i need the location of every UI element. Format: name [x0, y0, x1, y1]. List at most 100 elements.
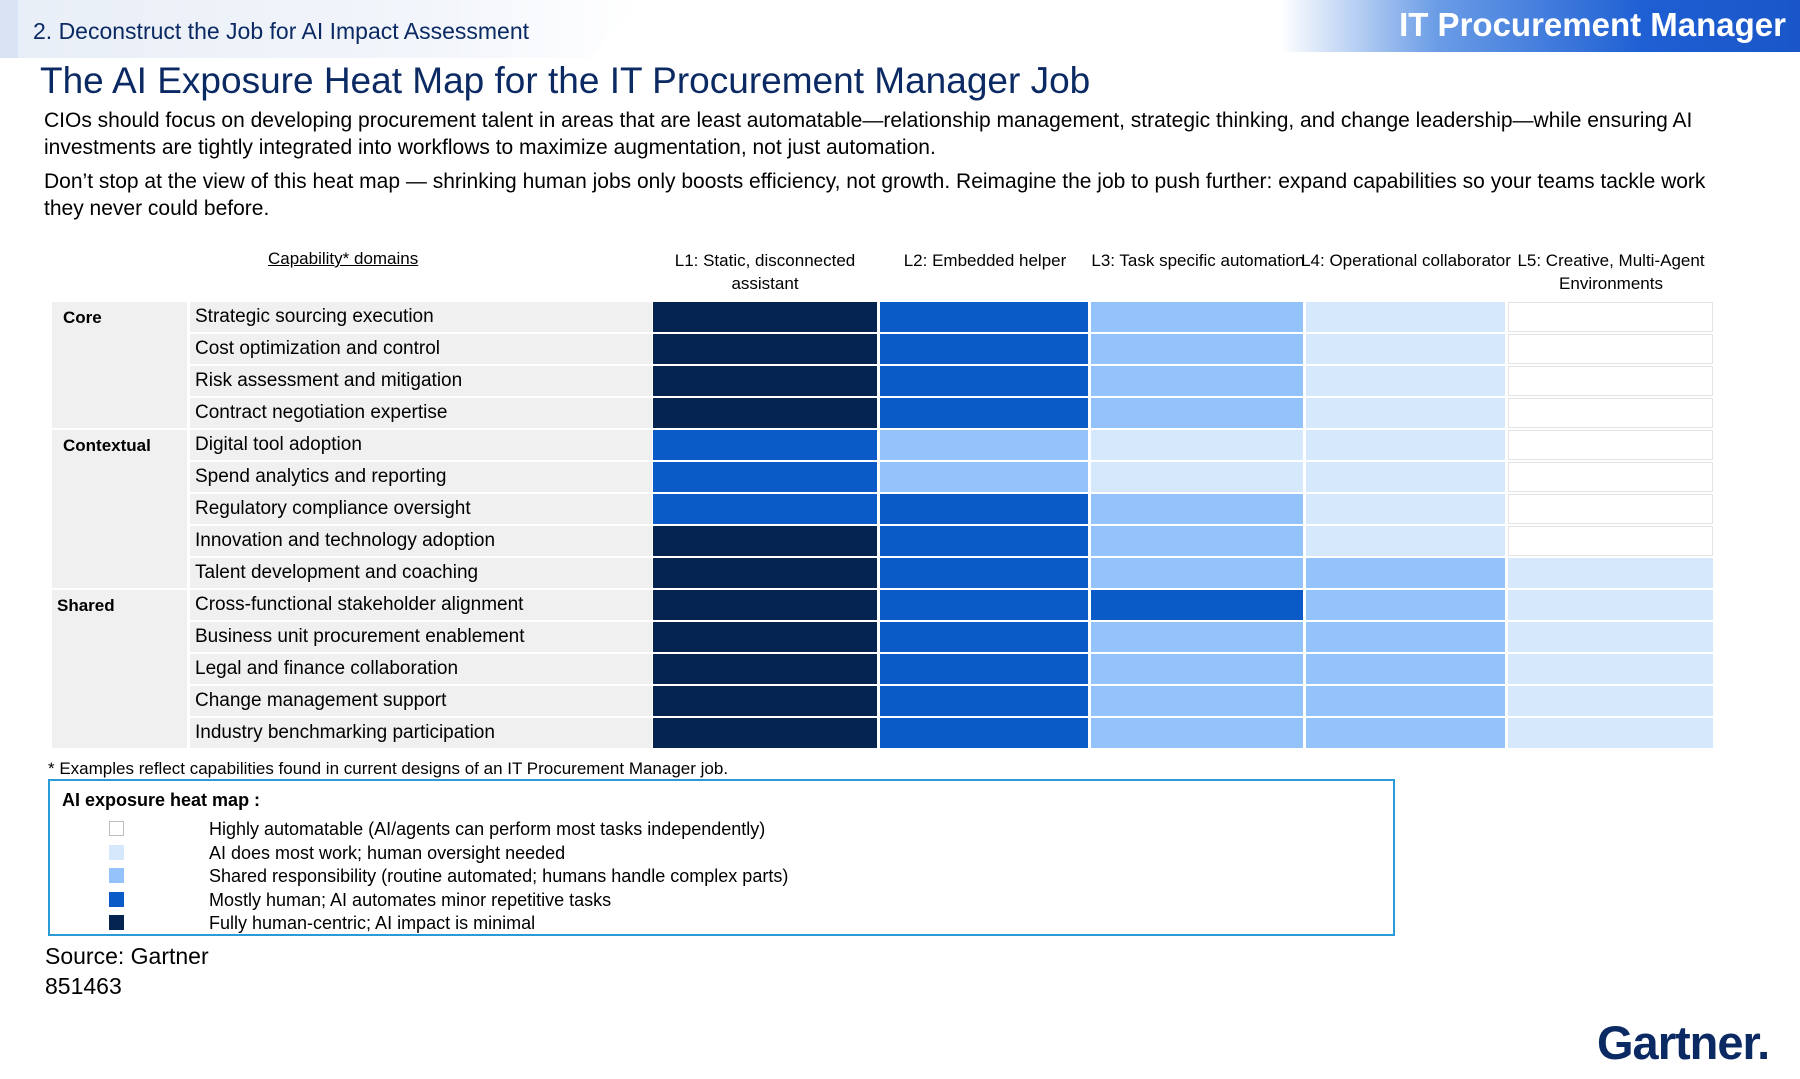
- source-text: Source: Gartner: [45, 943, 209, 969]
- job-title-band: [1280, 0, 1800, 52]
- heatmap-cell: [1091, 334, 1303, 364]
- row-label: Digital tool adoption: [190, 430, 652, 460]
- heatmap-cell: [1306, 334, 1505, 364]
- legend-swatch: [109, 844, 124, 860]
- capability-domains-header: Capability* domains: [268, 249, 419, 268]
- heatmap-cell: [653, 590, 877, 620]
- group-label: Core: [63, 308, 102, 327]
- heatmap-cell: [1091, 430, 1303, 460]
- footnote: * Examples reflect capabilities found in…: [48, 759, 729, 778]
- column-header: L1: Static, disconnected assistant: [674, 251, 856, 293]
- heatmap-cell: [880, 526, 1088, 556]
- heatmap-cell: [880, 494, 1088, 524]
- column-header: L5: Creative, Multi-Agent Environments: [1517, 251, 1705, 293]
- heatmap-cell: [653, 654, 877, 684]
- heatmap-cell: [1091, 558, 1303, 588]
- intro-paragraph: CIOs should focus on developing procurem…: [44, 109, 1693, 159]
- heatmap-cell: [1508, 590, 1713, 620]
- heatmap-cell: [1508, 718, 1713, 748]
- heatmap-cell: [1306, 654, 1505, 684]
- heatmap-cell: [653, 622, 877, 652]
- heatmap-cell: [1508, 654, 1713, 684]
- page-title: The AI Exposure Heat Map for the IT Proc…: [40, 60, 1091, 101]
- heatmap-cell: [1508, 494, 1713, 524]
- heatmap-cell: [880, 686, 1088, 716]
- section-band: [0, 0, 640, 58]
- row-label: Regulatory compliance oversight: [190, 494, 652, 524]
- heatmap-cell: [1091, 718, 1303, 748]
- row-label: Risk assessment and mitigation: [190, 366, 652, 396]
- heatmap-cell: [1306, 430, 1505, 460]
- heatmap-cell: [653, 366, 877, 396]
- legend-swatch: [109, 915, 124, 930]
- row-label: Cost optimization and control: [190, 334, 652, 364]
- heatmap-cell: [1306, 718, 1505, 748]
- heatmap-cell: [880, 622, 1088, 652]
- row-label: Contract negotiation expertise: [190, 398, 652, 428]
- heatmap-cell: [1091, 526, 1303, 556]
- row-label: Cross-functional stakeholder alignment: [190, 590, 652, 620]
- row-label: Business unit procurement enablement: [190, 622, 652, 652]
- heatmap-cell: [1508, 558, 1713, 588]
- heatmap-cell: [653, 526, 877, 556]
- heatmap-cell: [1508, 334, 1713, 364]
- column-header: L4: Operational collaborator: [1301, 251, 1511, 270]
- heatmap-cell: [880, 430, 1088, 460]
- legend-label: Highly automatable (AI/agents can perfor…: [209, 819, 766, 839]
- heatmap-cell: [1508, 302, 1713, 332]
- source-id: 851463: [45, 973, 122, 999]
- heatmap-cell: [1508, 398, 1713, 428]
- row-label: Spend analytics and reporting: [190, 462, 652, 492]
- heatmap-cell: [880, 558, 1088, 588]
- heatmap-cell: [880, 590, 1088, 620]
- group-box: [52, 590, 187, 748]
- heatmap-cell: [1306, 398, 1505, 428]
- heatmap-cell: [1306, 526, 1505, 556]
- legend-label: AI does most work; human oversight neede…: [209, 842, 566, 863]
- heatmap-cell: [880, 366, 1088, 396]
- heatmap-cell: [1091, 494, 1303, 524]
- heatmap-cell: [1091, 686, 1303, 716]
- legend-swatch: [109, 821, 124, 836]
- group-box: [52, 302, 187, 428]
- legend-swatch: [109, 868, 124, 883]
- group-box: [52, 430, 187, 588]
- column-header: L3: Task specific automation: [1091, 251, 1305, 270]
- job-title: IT Procurement Manager: [1399, 6, 1786, 43]
- heatmap-cell: [653, 462, 877, 492]
- heatmap-cell: [653, 558, 877, 588]
- heatmap-cell: [1306, 558, 1505, 588]
- heatmap-cell: [880, 718, 1088, 748]
- heatmap-cell: [880, 334, 1088, 364]
- heatmap-cell: [880, 398, 1088, 428]
- heatmap-cell: [880, 302, 1088, 332]
- heatmap-cell: [1091, 462, 1303, 492]
- heatmap-cell: [1306, 494, 1505, 524]
- heatmap-cell: [1306, 462, 1505, 492]
- legend-label: Fully human-centric; AI impact is minima…: [209, 913, 536, 933]
- row-label: Legal and finance collaboration: [190, 654, 652, 684]
- heatmap-cell: [1306, 590, 1505, 620]
- heatmap-cell: [653, 686, 877, 716]
- heatmap-cell: [1306, 366, 1505, 396]
- heatmap-cell: [653, 398, 877, 428]
- heatmap-cell: [1508, 622, 1713, 652]
- legend-label: Shared responsibility (routine automated…: [209, 866, 789, 886]
- heatmap-cell: [653, 302, 877, 332]
- heatmap-cell: [880, 654, 1088, 684]
- heatmap-cell: [880, 462, 1088, 492]
- group-label: Shared: [57, 596, 115, 615]
- legend: AI exposure heat map : Highly automatabl…: [48, 779, 1395, 936]
- row-label: Industry benchmarking participation: [190, 718, 652, 748]
- heatmap-cell: [1091, 366, 1303, 396]
- heatmap-cell: [1508, 526, 1713, 556]
- row-label: Change management support: [190, 686, 652, 716]
- row-label: Strategic sourcing execution: [190, 302, 652, 332]
- heatmap-cell: [653, 494, 877, 524]
- guidance-paragraph: Don’t stop at the view of this heat map …: [44, 170, 1706, 220]
- heatmap-cell: [1508, 686, 1713, 716]
- heatmap-cell: [653, 430, 877, 460]
- group-label: Contextual: [63, 436, 151, 455]
- heatmap-cell: [1508, 430, 1713, 460]
- heatmap-cell: [1306, 302, 1505, 332]
